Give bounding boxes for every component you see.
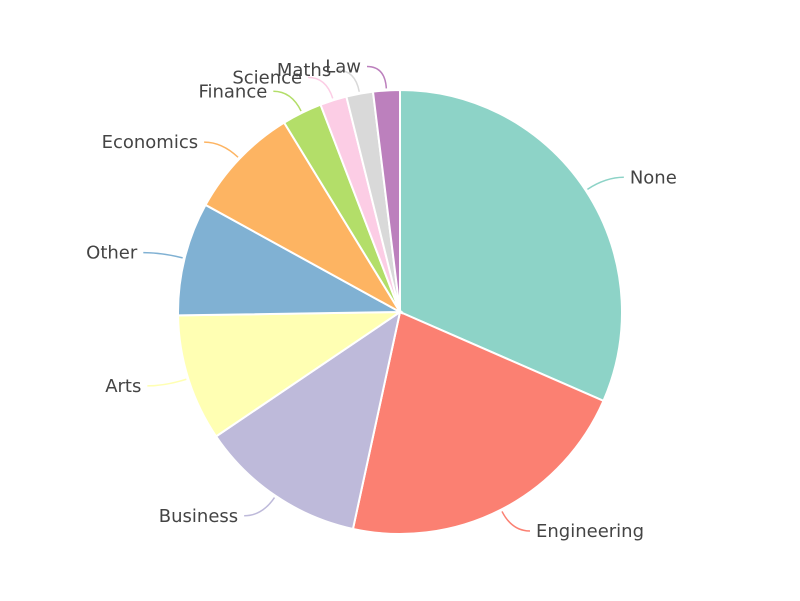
leader-line-engineering — [501, 511, 531, 532]
slice-label-other: Other — [86, 243, 138, 264]
slice-label-none: None — [630, 167, 677, 188]
slice-labels: None Engineering Business Arts Other Economic… — [86, 56, 677, 542]
slice-label-maths: Maths — [277, 60, 331, 81]
leader-line-finance — [273, 90, 302, 112]
leader-line-none — [587, 176, 624, 190]
pie-slice-arts — [177, 310, 404, 438]
pie-slice-other — [177, 203, 404, 317]
pie-slice-engineering — [351, 310, 605, 535]
slice-label-law: Law — [325, 56, 361, 77]
pie-slices — [177, 88, 623, 535]
pie-slice-business — [214, 309, 402, 531]
slice-label-arts: Arts — [105, 376, 141, 397]
leader-line-science — [308, 76, 334, 99]
leader-line-arts — [147, 378, 187, 387]
leader-line-maths — [337, 69, 360, 92]
leader-line-law — [366, 65, 388, 89]
pie-slice-none — [399, 88, 623, 403]
slice-label-science: Science — [232, 67, 302, 88]
leader-lines — [143, 65, 624, 532]
pie-slice-law — [371, 88, 401, 313]
leader-line-other — [143, 251, 183, 259]
pie-slice-economics — [204, 121, 403, 315]
slice-label-economics: Economics — [102, 132, 199, 153]
leader-line-business — [244, 497, 276, 517]
leader-line-economics — [204, 141, 239, 158]
slice-label-engineering: Engineering — [536, 521, 644, 542]
slice-label-finance: Finance — [198, 81, 267, 102]
slice-label-business: Business — [159, 506, 238, 527]
